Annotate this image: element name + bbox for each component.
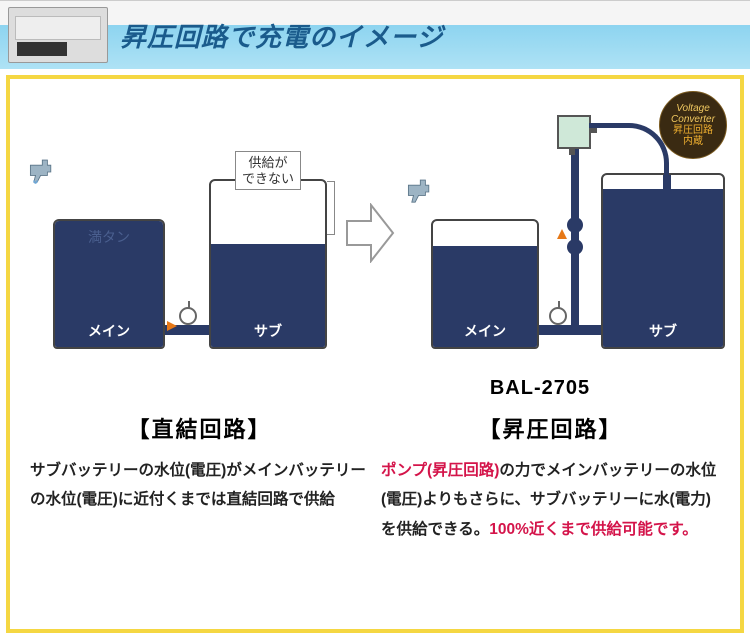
main-tank-label: メイン — [55, 321, 163, 341]
boost-circuit-title: 【昇圧回路】 — [381, 412, 720, 444]
boost-circuit-desc: ポンプ(昇圧回路)の力でメインバッテリーの水位(電圧)よりもさらに、サブバッテリ… — [381, 456, 720, 544]
main-tank: 満タン メイン — [53, 219, 165, 349]
device-photo — [8, 7, 108, 63]
pipe — [539, 325, 601, 335]
diagram-row: 満タン メイン サブ 供給が できない Voltage Converter — [14, 83, 736, 383]
direct-circuit-title: 【直結回路】 — [30, 412, 369, 444]
description-row: 【直結回路】 サブバッテリーの水位(電圧)がメインバッテリーの水位(電圧)に近付… — [14, 400, 736, 544]
riser-pipe — [571, 145, 579, 325]
header-bar: 昇圧回路で充電のイメージ — [0, 0, 750, 69]
sub-tank-label: サブ — [211, 321, 325, 341]
voltage-converter-badge: Voltage Converter 昇圧回路 内蔵 — [659, 91, 727, 159]
content-frame: 満タン メイン サブ 供給が できない Voltage Converter — [6, 75, 744, 633]
sub-tank-label: サブ — [603, 321, 723, 341]
hose — [589, 123, 669, 181]
sub-tank: サブ — [601, 173, 725, 349]
valve-icon — [179, 307, 197, 325]
bracket-line — [327, 181, 335, 235]
diagram-direct: 満タン メイン サブ 供給が できない — [19, 87, 339, 379]
sub-tank: サブ — [209, 179, 327, 349]
note-cannot-supply: 供給が できない — [235, 151, 301, 190]
main-tank-top-label: 満タン — [55, 227, 163, 247]
main-tank: メイン — [431, 219, 539, 349]
main-tank-label: メイン — [433, 321, 537, 341]
boost-circuit-column: 【昇圧回路】 ポンプ(昇圧回路)の力でメインバッテリーの水位(電圧)よりもさらに… — [381, 404, 720, 544]
big-arrow-icon — [345, 203, 395, 263]
valve-icon — [549, 307, 567, 325]
hose-drop — [663, 175, 671, 195]
direct-circuit-column: 【直結回路】 サブバッテリーの水位(電圧)がメインバッテリーの水位(電圧)に近付… — [30, 404, 369, 544]
direct-circuit-desc: サブバッテリーの水位(電圧)がメインバッテリーの水位(電圧)に近付くまでは直結回… — [30, 456, 369, 515]
diagram-boost: Voltage Converter 昇圧回路 内蔵 メイン サブ — [401, 87, 731, 379]
faucet-icon — [405, 175, 439, 209]
pump-icon — [557, 115, 591, 149]
page-title: 昇圧回路で充電のイメージ — [120, 17, 443, 54]
faucet-icon — [27, 155, 61, 189]
